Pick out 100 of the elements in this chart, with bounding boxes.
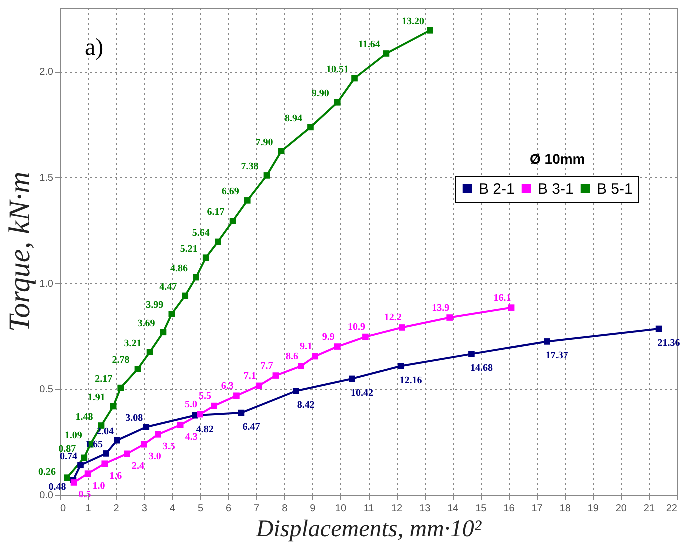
point — [118, 384, 124, 392]
annotation: 7.1 — [244, 370, 256, 382]
x-tick-label: 0 — [60, 504, 66, 514]
annotation: 10.42 — [350, 388, 374, 399]
annotation: 2.4 — [132, 460, 145, 472]
point — [154, 431, 162, 438]
annotation: 1.0 — [92, 480, 106, 492]
x-tick-label: 15 — [476, 504, 488, 514]
annotation: 8.6 — [286, 351, 298, 362]
x-tick-label: 6 — [226, 504, 232, 514]
legend-label: B 2-1 — [479, 180, 515, 198]
x-tick-label: 19 — [588, 504, 600, 514]
y-axis-title: Torque, kN·m — [4, 172, 37, 332]
point — [508, 304, 515, 311]
point — [398, 324, 406, 331]
annotation: 6.69 — [222, 186, 240, 198]
y-tick-label: 2.0 — [40, 67, 54, 78]
annotation: 7.38 — [241, 162, 259, 173]
point — [215, 238, 222, 246]
point — [544, 338, 550, 345]
annotation: 0.5 — [78, 490, 92, 501]
annotation: 3.08 — [126, 413, 144, 424]
annotation: 1.6 — [110, 470, 122, 482]
annotation: Ø 10mm — [530, 151, 586, 167]
point — [230, 218, 236, 224]
annotation: 1.91 — [88, 392, 106, 404]
x-tick-label: 16 — [504, 504, 516, 514]
point — [146, 349, 154, 356]
point — [312, 353, 318, 360]
x-tick-label: 10 — [335, 504, 347, 514]
point — [64, 474, 70, 482]
annotation: 12.2 — [384, 312, 402, 324]
point — [656, 326, 662, 332]
y-tick-label: 1.5 — [40, 172, 54, 184]
annotation: 3.5 — [162, 442, 176, 453]
annotation: 4.3 — [185, 432, 198, 444]
annotation: 9.90 — [312, 88, 330, 100]
y-tick-label: 0.0 — [40, 490, 54, 502]
point — [264, 172, 270, 179]
point — [78, 462, 84, 469]
point — [143, 424, 150, 430]
point — [102, 460, 108, 468]
x-tick-label: 3 — [142, 504, 148, 514]
annotation: 2.17 — [95, 374, 113, 386]
point — [334, 99, 341, 106]
annotation: a) — [85, 35, 104, 61]
point — [140, 441, 148, 448]
x-tick-label: 13 — [420, 504, 432, 514]
y-tick-label: 1.0 — [40, 278, 54, 290]
point — [272, 372, 280, 379]
annotation: 7.7 — [260, 360, 274, 372]
annotation: 7.90 — [256, 137, 274, 148]
x-tick-label: 8 — [282, 504, 288, 514]
point — [211, 402, 218, 410]
annotation: 5.21 — [180, 244, 198, 255]
point — [84, 470, 92, 477]
annotation: 14.68 — [470, 363, 493, 374]
annotation: 6.17 — [207, 207, 225, 218]
point — [81, 454, 88, 462]
annotation: 4.47 — [160, 282, 178, 293]
annotation: 6.3 — [221, 380, 234, 392]
annotation: 1.09 — [64, 430, 82, 442]
point — [124, 450, 130, 458]
legend-label: B 5-1 — [597, 180, 633, 198]
x-tick-label: 22 — [666, 504, 678, 514]
x-tick-label: 7 — [254, 504, 260, 514]
legend-label: B 3-1 — [538, 180, 574, 198]
point — [256, 382, 262, 390]
x-tick-label: 14 — [448, 504, 460, 514]
x-axis-title: Displacements, mm·10² — [255, 516, 482, 542]
point — [103, 450, 110, 457]
annotation: 5.0 — [184, 400, 198, 411]
x-tick-label: 12 — [391, 504, 404, 514]
annotation: 0.26 — [38, 466, 56, 478]
annotation: 9.9 — [322, 332, 335, 343]
annotation: 12.16 — [400, 375, 422, 386]
x-tick-label: 9 — [310, 504, 316, 514]
annotation: 21.36 — [658, 338, 680, 349]
point — [177, 422, 184, 428]
x-tick-label: 11 — [364, 504, 375, 514]
point — [292, 388, 300, 394]
x-tick-label: 4 — [170, 504, 176, 514]
annotation: 4.86 — [170, 264, 188, 275]
point — [352, 75, 358, 82]
point — [383, 50, 390, 57]
point — [446, 314, 453, 321]
point — [308, 124, 314, 131]
annotation: 5.5 — [199, 391, 212, 402]
point — [349, 376, 356, 382]
annotation: 4.82 — [196, 424, 214, 436]
point — [182, 292, 189, 300]
point — [468, 351, 475, 358]
point — [278, 148, 285, 155]
point — [70, 480, 78, 486]
annotation: 8.42 — [297, 400, 315, 412]
annotation: 9.1 — [300, 342, 312, 353]
annotation: 13.20 — [402, 16, 424, 28]
point — [160, 329, 167, 336]
annotation: 3.69 — [138, 318, 156, 330]
annotation: 10.51 — [326, 64, 350, 76]
